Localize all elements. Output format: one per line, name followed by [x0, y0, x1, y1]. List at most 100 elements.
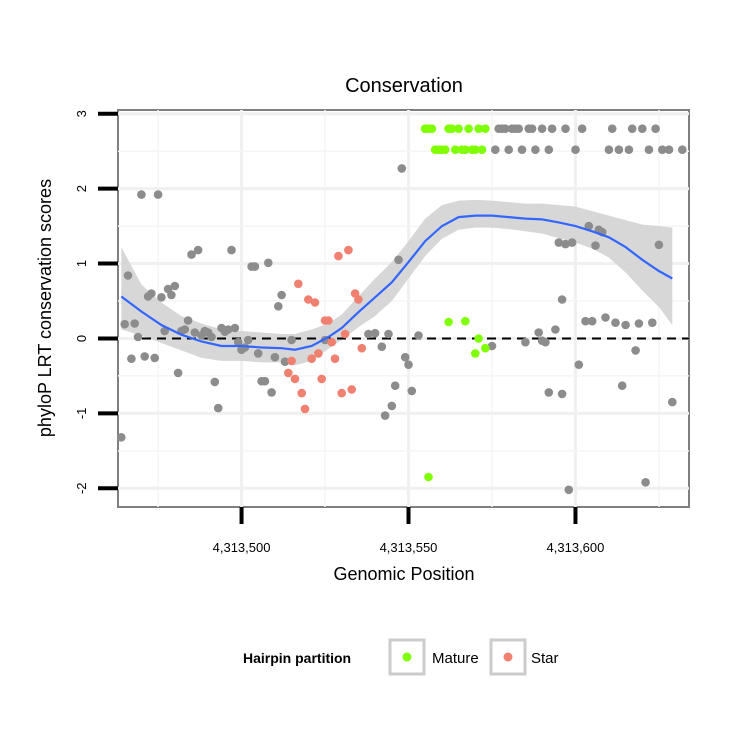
point-other-94	[587, 316, 597, 326]
point-other-35	[233, 337, 243, 347]
point-other-6	[137, 190, 146, 199]
point-other-122	[524, 124, 533, 133]
point-star-16	[337, 388, 347, 398]
point-other-78	[534, 328, 543, 337]
plot-background	[117, 109, 690, 508]
points-layer	[117, 124, 687, 495]
smooth-line-layer	[120, 214, 673, 351]
point-other-48	[277, 290, 286, 300]
point-mature-18	[481, 124, 490, 133]
point-other-61	[400, 352, 410, 362]
point-other-1	[120, 319, 129, 329]
point-other-103	[617, 381, 627, 391]
point-other-54	[377, 342, 387, 352]
point-other-110	[641, 478, 650, 487]
point-other-57	[387, 401, 397, 411]
point-other-9	[147, 289, 156, 298]
point-other-93	[584, 221, 594, 231]
y-tick-label-1: -1	[74, 408, 89, 420]
point-other-46	[270, 352, 280, 362]
point-other-28	[210, 377, 220, 387]
point-other-34	[230, 323, 240, 333]
point-other-69	[501, 124, 510, 133]
point-other-62	[404, 360, 413, 370]
point-other-112	[648, 318, 657, 328]
point-other-105	[624, 145, 634, 154]
point-star-10	[317, 374, 327, 384]
point-other-99	[604, 145, 614, 154]
point-mature-17	[477, 145, 487, 154]
point-other-70	[504, 145, 513, 154]
point-mature-15	[471, 145, 480, 154]
point-mature-16	[474, 124, 483, 133]
point-other-66	[487, 341, 497, 351]
point-mature-13	[464, 124, 473, 133]
point-star-1	[287, 356, 296, 366]
legend: Hairpin partition Mature Star	[243, 638, 559, 676]
point-other-91	[577, 124, 587, 133]
x-tick-label-2: 4,313,600	[547, 540, 605, 555]
point-mature-10	[454, 124, 463, 133]
x-tick-label-0: 4,313,500	[213, 540, 271, 555]
point-other-95	[591, 241, 600, 250]
point-other-104	[621, 320, 630, 330]
point-other-43	[260, 376, 270, 386]
point-mature-24	[424, 472, 433, 482]
point-other-16	[170, 281, 180, 291]
x-axis-label: Genomic Position	[333, 564, 474, 584]
point-other-15	[167, 290, 176, 300]
point-mature-2	[427, 124, 437, 133]
point-other-50	[287, 335, 296, 345]
point-other-49	[280, 357, 290, 367]
point-other-109	[638, 124, 647, 133]
point-other-108	[634, 319, 644, 328]
point-other-90	[574, 360, 584, 370]
point-other-119	[557, 389, 567, 399]
point-other-2	[123, 271, 133, 280]
point-star-3	[294, 279, 303, 289]
legend-entry-mature: Mature	[388, 638, 479, 676]
point-other-107	[631, 346, 640, 355]
point-star-4	[297, 388, 307, 398]
point-other-56	[384, 329, 393, 339]
point-other-0	[117, 433, 126, 442]
point-other-74	[517, 145, 527, 154]
point-other-88	[567, 238, 577, 247]
y-axis-label: phyloP LRT conservation scores	[35, 179, 55, 437]
point-other-4	[130, 319, 139, 328]
point-star-14	[330, 354, 340, 364]
point-star-0	[284, 368, 293, 378]
point-other-44	[264, 258, 273, 268]
point-other-85	[557, 295, 567, 304]
point-other-10	[150, 353, 159, 363]
point-other-89	[571, 145, 580, 154]
point-other-47	[274, 302, 283, 311]
point-other-53	[370, 328, 380, 338]
point-other-116	[664, 145, 674, 154]
legend-label-star: Star	[531, 650, 559, 667]
x-axis: 4,313,500 4,313,550 4,313,600	[213, 507, 605, 555]
chart-title: Conservation	[345, 75, 463, 97]
point-other-20	[183, 316, 193, 325]
point-other-115	[658, 145, 667, 154]
point-other-100	[607, 124, 617, 133]
plot-panel	[117, 109, 690, 508]
point-other-19	[180, 325, 190, 334]
point-mature-9	[451, 145, 460, 154]
y-tick-label-0: -2	[74, 482, 89, 494]
point-other-3	[127, 354, 136, 364]
point-other-60	[397, 164, 407, 173]
point-mature-12	[461, 145, 470, 154]
point-star-12	[324, 316, 333, 325]
point-other-58	[390, 381, 400, 391]
point-other-79	[537, 124, 547, 133]
point-other-33	[227, 245, 236, 255]
point-other-52	[364, 329, 373, 339]
legend-title: Hairpin partition	[243, 650, 351, 666]
grid-lines	[118, 110, 689, 507]
point-other-55	[380, 411, 390, 420]
x-tick-label-1: 4,313,550	[380, 540, 438, 555]
point-star-7	[307, 354, 317, 364]
point-other-22	[190, 328, 200, 337]
